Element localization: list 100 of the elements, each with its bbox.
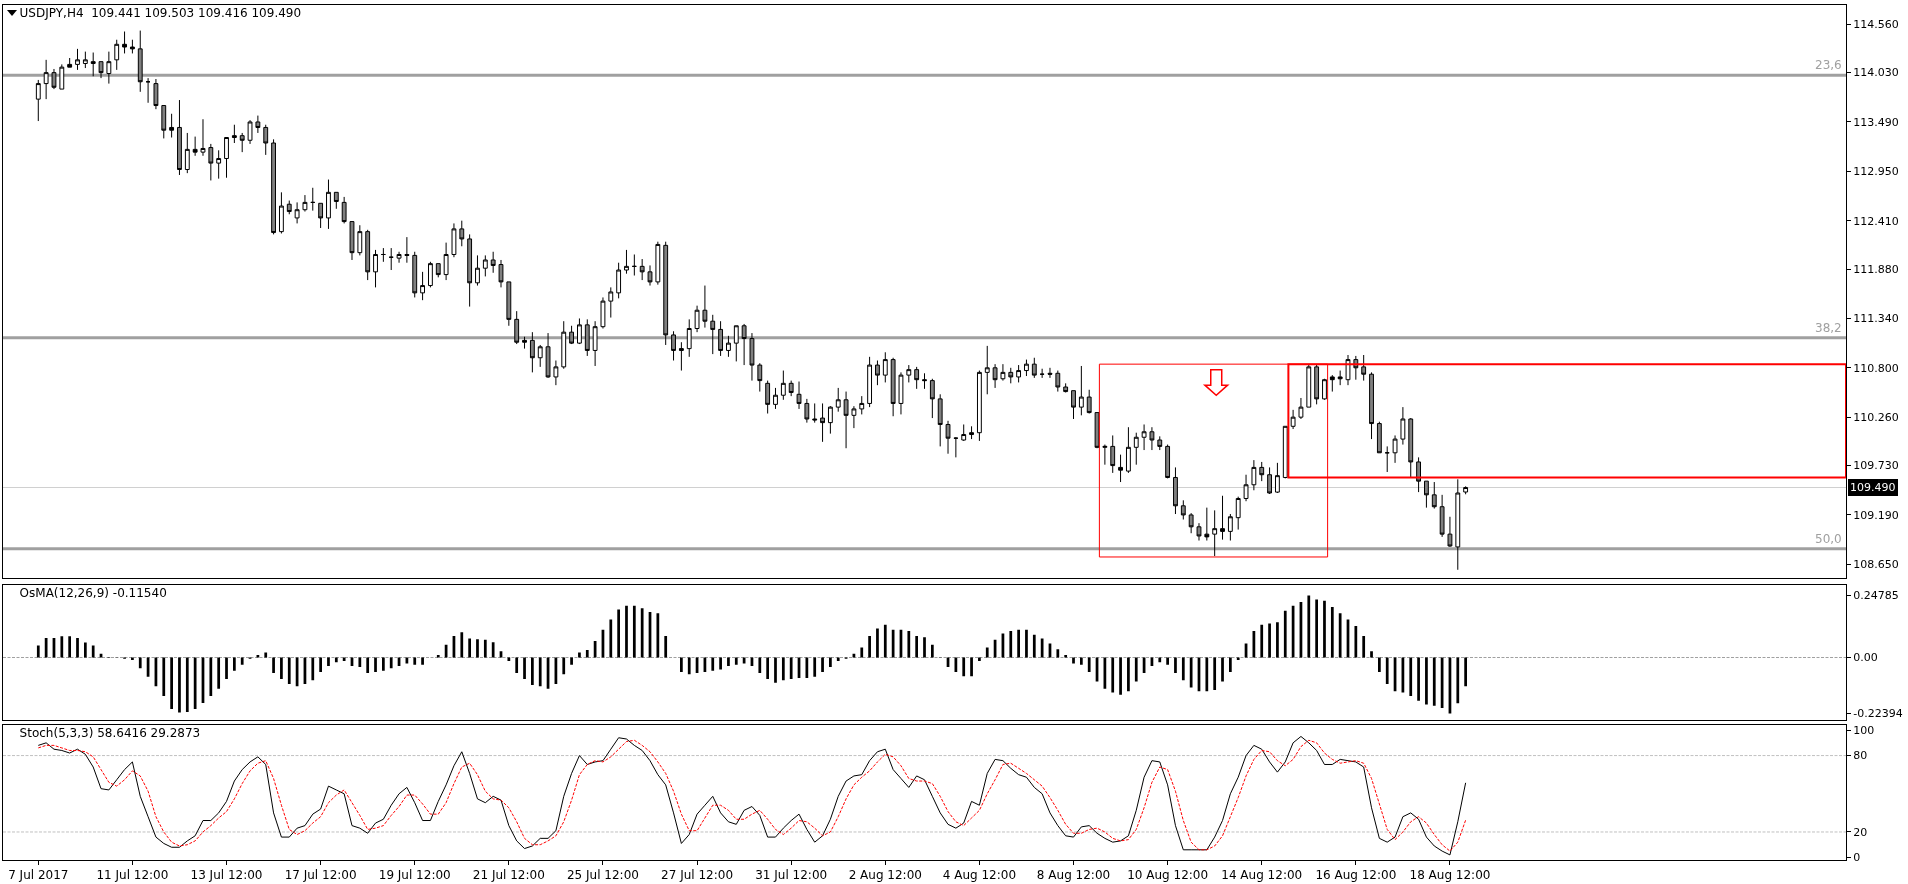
bar — [1056, 649, 1060, 658]
bar — [240, 657, 244, 665]
candlestick — [177, 99, 182, 176]
bar — [1221, 657, 1224, 682]
candlestick — [490, 251, 496, 274]
candlestick — [1165, 444, 1171, 479]
candlestick — [1424, 480, 1429, 509]
bar — [381, 657, 385, 671]
candlestick — [1110, 434, 1116, 474]
candlestick — [294, 201, 300, 224]
candlestick — [278, 191, 284, 234]
candlestick — [859, 395, 865, 415]
candlestick — [396, 251, 402, 264]
bar — [1158, 657, 1162, 663]
bar — [374, 657, 377, 672]
bar — [272, 657, 275, 673]
bar — [915, 636, 919, 658]
candlestick — [1447, 516, 1453, 548]
candlestick — [1400, 406, 1406, 446]
candlestick — [35, 79, 41, 122]
bar — [1111, 657, 1115, 693]
bar — [83, 642, 87, 658]
candlestick — [333, 191, 339, 210]
candlestick — [1133, 432, 1139, 466]
bar — [1338, 613, 1342, 658]
bar — [538, 657, 542, 687]
x-tick-label: 25 Jul 12:00 — [566, 868, 639, 883]
candlestick — [898, 371, 904, 415]
candlestick — [129, 39, 135, 54]
candlestick — [537, 344, 543, 368]
candlestick — [98, 61, 104, 79]
candlestick — [827, 405, 833, 435]
bar — [774, 657, 777, 683]
candlestick — [247, 119, 253, 145]
bar — [727, 657, 730, 666]
y-tick-label: 113.490 — [1853, 115, 1899, 129]
candlestick — [263, 124, 269, 156]
candlestick — [1094, 412, 1100, 449]
candlestick — [1376, 421, 1382, 454]
y-tick-label: 109.190 — [1853, 508, 1899, 522]
bar — [1362, 636, 1366, 658]
candlestick — [161, 105, 167, 139]
bar — [44, 638, 48, 658]
candlestick — [937, 393, 943, 447]
candlestick — [702, 285, 708, 329]
candlestick — [67, 57, 73, 68]
candlestick — [1267, 466, 1272, 495]
ref-line-label: 109.490 — [1850, 481, 1896, 494]
candlestick — [1322, 378, 1327, 401]
bar — [1330, 607, 1334, 658]
bar — [1260, 624, 1264, 658]
candlestick — [137, 30, 143, 93]
bar — [1072, 657, 1075, 664]
candlestick — [929, 378, 935, 419]
bar — [876, 628, 879, 658]
candlestick — [1463, 485, 1469, 495]
y-tick-label: 100 — [1853, 723, 1875, 737]
bar — [962, 657, 966, 677]
bar — [868, 636, 871, 658]
bar — [766, 657, 770, 679]
candlestick — [357, 224, 363, 256]
bar — [1378, 657, 1381, 672]
candlestick — [1196, 522, 1202, 542]
bar — [617, 609, 621, 658]
candlestick — [224, 137, 229, 179]
bar — [515, 657, 519, 673]
candlestick — [404, 236, 410, 264]
bar — [460, 632, 464, 658]
candlestick — [514, 310, 520, 345]
candlestick — [153, 78, 159, 110]
candlestick — [718, 320, 724, 357]
bar — [609, 619, 613, 658]
bar — [578, 652, 581, 658]
candlestick — [216, 149, 222, 180]
bar — [366, 657, 370, 673]
bar — [1025, 629, 1028, 658]
candlestick — [475, 254, 480, 287]
bar — [680, 657, 683, 672]
candlestick — [184, 132, 190, 174]
x-tick-label: 19 Jul 12:00 — [378, 868, 451, 883]
bar — [719, 657, 722, 670]
candlestick — [1455, 478, 1461, 571]
bar — [1134, 657, 1138, 682]
candlestick — [1298, 397, 1304, 420]
candlestick — [1031, 357, 1037, 379]
candlestick — [365, 229, 371, 281]
bar — [632, 605, 636, 658]
candlestick — [1024, 359, 1029, 377]
candlestick — [1384, 445, 1390, 473]
candlestick — [1243, 474, 1249, 502]
x-tick-label: 2 Aug 12:00 — [848, 868, 922, 883]
chart-title: Stoch(5,3,3) 58.6416 29.2873 — [19, 726, 201, 741]
bar — [781, 657, 785, 681]
candlestick — [616, 262, 622, 299]
bar — [162, 657, 166, 696]
bar — [883, 624, 887, 658]
candlestick — [467, 233, 473, 308]
bar — [334, 657, 338, 663]
x-tick-label: 16 Aug 12:00 — [1315, 868, 1397, 883]
bar — [1307, 595, 1311, 658]
